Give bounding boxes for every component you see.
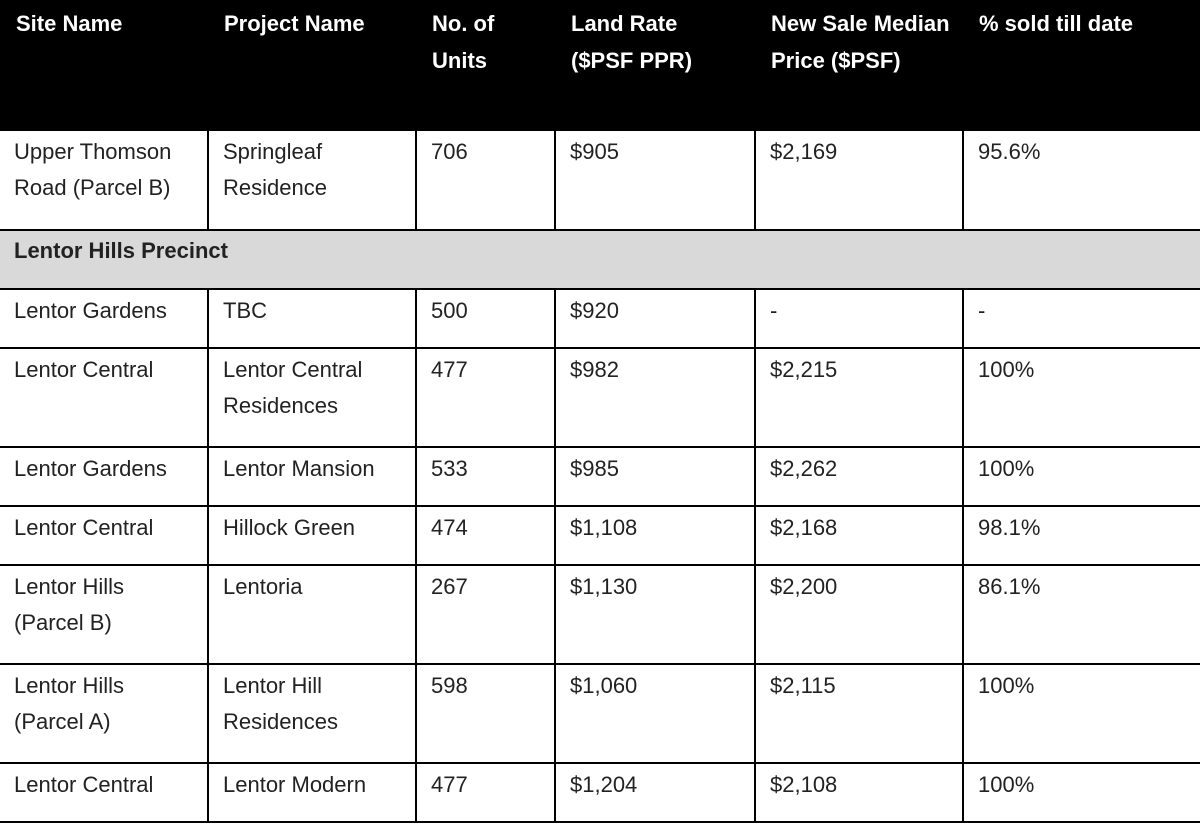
land-rate-cell: $982 [554, 347, 756, 448]
header-land-rate: Land Rate ($PSF PPR) [555, 0, 755, 131]
percent-sold-cell: 100% [962, 347, 1200, 448]
project-name-cell: Lentor Hill Residences [207, 663, 417, 764]
percent-sold-cell: 100% [962, 663, 1200, 764]
median-price-cell: $2,108 [754, 762, 964, 823]
project-name-cell: Springleaf Residence [207, 131, 417, 231]
table-row: Lentor Hills (Parcel A) Lentor Hill Resid… [0, 663, 1200, 764]
units-cell: 474 [415, 505, 556, 566]
site-name-cell: Upper Thomson Road (Parcel B) [0, 131, 209, 231]
project-name-cell: Lentor Modern [207, 762, 417, 823]
section-label: Lentor Hills Precinct [0, 229, 1200, 290]
land-rate-cell: $985 [554, 446, 756, 507]
table-body: Upper Thomson Road (Parcel B) Springleaf … [0, 131, 1200, 823]
land-rate-cell: $1,130 [554, 564, 756, 665]
header-percent-sold: % sold till date [963, 0, 1200, 131]
units-cell: 477 [415, 762, 556, 823]
land-rate-cell: $920 [554, 288, 756, 349]
section-row: Lentor Hills Precinct [0, 229, 1200, 290]
percent-sold-cell: 95.6% [962, 131, 1200, 231]
units-cell: 267 [415, 564, 556, 665]
site-name-cell: Lentor Central [0, 762, 209, 823]
percent-sold-cell: 100% [962, 762, 1200, 823]
table-row: Lentor Gardens TBC 500 $920- - [0, 288, 1200, 349]
project-name-cell: Lentor Central Residences [207, 347, 417, 448]
table-row: Lentor Central Hillock Green 474 $1,108 $2,1… [0, 505, 1200, 566]
units-cell: 533 [415, 446, 556, 507]
median-price-cell: $2,215 [754, 347, 964, 448]
project-name-cell: Lentor Mansion [207, 446, 417, 507]
land-rate-cell: $1,108 [554, 505, 756, 566]
median-price-cell: - [754, 288, 964, 349]
median-price-cell: $2,200 [754, 564, 964, 665]
units-cell: 598 [415, 663, 556, 764]
percent-sold-cell: 86.1% [962, 564, 1200, 665]
header-new-sale-median-price: New Sale Median Price ($PSF) [755, 0, 963, 131]
table-row: Upper Thomson Road (Parcel B) Springleaf … [0, 131, 1200, 231]
site-name-cell: Lentor Central [0, 347, 209, 448]
units-cell: 477 [415, 347, 556, 448]
project-name-cell: TBC [207, 288, 417, 349]
percent-sold-cell: 100% [962, 446, 1200, 507]
units-cell: 500 [415, 288, 556, 349]
header-no-of-units: No. of Units [416, 0, 555, 131]
site-name-cell: Lentor Gardens [0, 446, 209, 507]
table-row: Lentor Central Lentor Central Residences 4… [0, 347, 1200, 448]
table-row: Lentor Central Lentor Modern 477 $1,204 $2,1… [0, 762, 1200, 823]
table-row: Lentor Gardens Lentor Mansion 533 $985 $2,26… [0, 446, 1200, 507]
percent-sold-cell: - [962, 288, 1200, 349]
median-price-cell: $2,115 [754, 663, 964, 764]
header-project-name: Project Name [208, 0, 416, 131]
percent-sold-cell: 98.1% [962, 505, 1200, 566]
table-header: Site Name Project Name No. of Units Land… [0, 0, 1200, 131]
land-rate-cell: $905 [554, 131, 756, 231]
site-name-cell: Lentor Hills (Parcel B) [0, 564, 209, 665]
land-rate-cell: $1,204 [554, 762, 756, 823]
site-name-cell: Lentor Central [0, 505, 209, 566]
header-row: Site Name Project Name No. of Units Land… [0, 0, 1200, 131]
units-cell: 706 [415, 131, 556, 231]
median-price-cell: $2,169 [754, 131, 964, 231]
median-price-cell: $2,262 [754, 446, 964, 507]
project-name-cell: Hillock Green [207, 505, 417, 566]
site-name-cell: Lentor Hills (Parcel A) [0, 663, 209, 764]
project-name-cell: Lentoria [207, 564, 417, 665]
land-rate-cell: $1,060 [554, 663, 756, 764]
site-name-cell: Lentor Gardens [0, 288, 209, 349]
median-price-cell: $2,168 [754, 505, 964, 566]
header-site-name: Site Name [0, 0, 208, 131]
table-row: Lentor Hills (Parcel B) Lentoria 267 $1,130… [0, 564, 1200, 665]
